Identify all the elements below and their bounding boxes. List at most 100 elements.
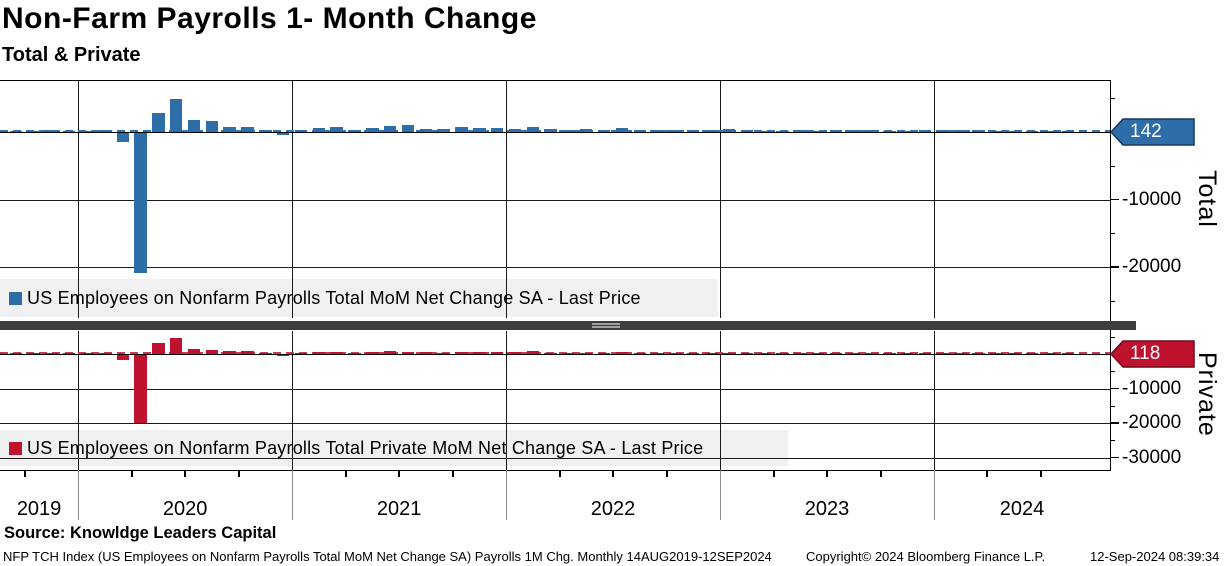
legend-private-swatch-icon [9,441,22,455]
legend-total[interactable]: US Employees on Nonfarm Payrolls Total M… [0,279,718,317]
quarter-tick [398,470,401,477]
y-tick-label: -20000 [1122,412,1182,433]
bar [312,128,326,132]
footer-datetime: 12-Sep-2024 08:39:34 [1090,549,1220,564]
total-panel-plot [0,81,1110,318]
bar [490,128,504,132]
bar [419,352,432,354]
year-divider [720,470,722,520]
page-subtitle: Total & Private [2,44,141,66]
bar [883,353,896,354]
axis-label-total: Total [1193,170,1221,228]
bar [704,130,718,132]
bar [437,352,450,354]
source-line: Source: Knowldge Leaders Capital [4,524,277,542]
zero-line [0,354,1110,355]
legend-total-swatch-icon [9,291,22,305]
minor-tick [1110,405,1115,407]
bar [936,130,950,132]
bar [829,130,843,132]
bar [901,353,914,354]
bar [152,112,165,132]
bar [116,355,129,360]
legend-total-label: US Employees on Nonfarm Payrolls Total M… [27,287,641,308]
year-divider [506,470,508,520]
x-axis-line [0,470,1111,471]
bar [1061,353,1074,354]
bar [205,350,219,354]
bar [597,130,611,132]
bar [651,130,664,132]
bar [187,348,201,354]
bar [1008,353,1021,354]
bar [276,355,290,356]
bar [740,130,753,132]
quarter-tick [558,470,561,477]
bar [134,133,147,273]
bar [508,352,522,354]
bar [526,127,539,132]
quarter-tick [1039,470,1042,477]
minor-tick [1110,165,1115,167]
bar [776,130,789,132]
bar [1043,131,1057,132]
bar [508,128,522,132]
legend-private-label: US Employees on Nonfarm Payrolls Total P… [27,437,704,458]
bar [562,352,575,354]
bar [98,130,112,132]
bar [580,129,593,132]
bar [669,129,682,132]
minor-tick [1110,98,1115,100]
bar [419,128,432,132]
bar [562,129,575,132]
bar [294,353,308,354]
quarter-tick [612,470,615,477]
bar [865,130,878,132]
bar [669,353,682,354]
bar [330,126,343,132]
bar [722,352,736,354]
bar [758,353,771,354]
y-gridline [0,423,1110,424]
right-axis-line [1110,80,1111,471]
minor-tick [1110,336,1115,338]
bar [687,130,700,132]
y-tick-label: -20000 [1122,256,1182,277]
bar [9,353,22,354]
bar [312,352,326,354]
panel-resize-grip[interactable] [592,323,620,328]
bar [366,127,379,132]
bar [1008,130,1021,132]
major-tick [1110,387,1119,390]
y-tick-label: -10000 [1122,188,1182,210]
year-label: 2024 [999,498,1045,520]
minor-tick [1110,233,1115,235]
bar [294,130,308,132]
bar [330,351,343,354]
minor-tick [1110,300,1115,302]
year-divider [78,470,80,520]
bar [544,352,557,354]
bar [45,353,58,354]
bar [1061,131,1074,132]
bar [80,130,94,132]
last-price-badge-private: 118 [1110,340,1196,368]
quarter-tick [665,470,668,477]
bar [972,129,985,132]
bar [633,130,646,132]
bar [811,353,825,354]
bar [633,353,646,354]
zero-line [0,132,1110,133]
bar [0,130,5,132]
last-price-badge-total: 142 [1110,118,1196,146]
bar [704,353,718,354]
legend-private[interactable]: US Employees on Nonfarm Payrolls Total P… [0,430,788,466]
year-label: 2019 [16,498,62,520]
bar [98,353,112,354]
bar [383,351,397,354]
bar [27,353,40,354]
bar [116,133,129,143]
bar [383,125,397,132]
year-gridline [78,331,80,470]
bar [1025,353,1039,354]
